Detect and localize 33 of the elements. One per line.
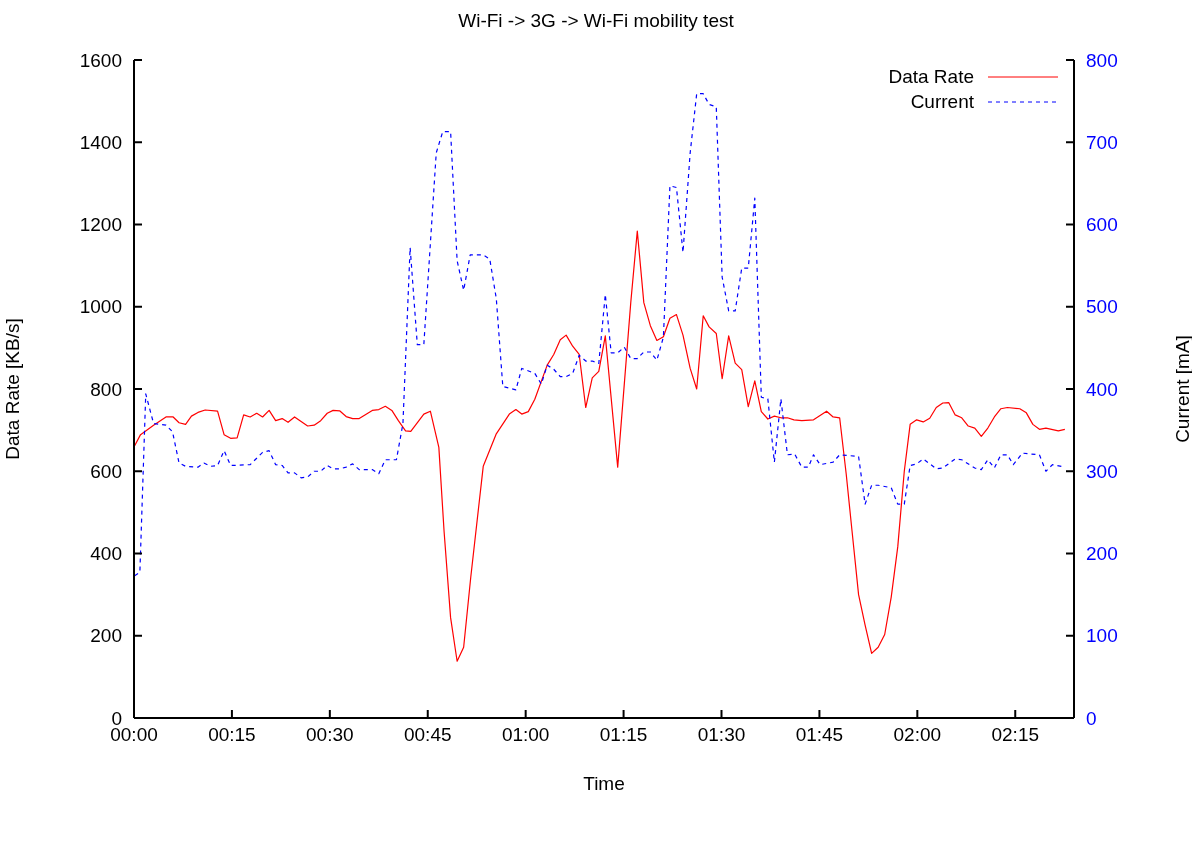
x-tick-label: 01:45 — [795, 724, 844, 746]
y-tick-label: 800 — [90, 378, 122, 400]
y-tick-label: 1400 — [79, 131, 122, 153]
legend-label: Data Rate — [888, 65, 974, 89]
y-tick-label: 400 — [90, 543, 122, 565]
chart-title: Wi-Fi -> 3G -> Wi-Fi mobility test — [457, 10, 735, 32]
x-tick-label: 00:15 — [208, 724, 256, 746]
y2-tick-label: 400 — [1086, 378, 1118, 400]
x-tick-label: 00:45 — [403, 724, 452, 746]
y2-tick-label: 200 — [1086, 543, 1118, 565]
x-tick-label: 00:30 — [306, 724, 354, 746]
y2-tick-label: 800 — [1086, 49, 1118, 71]
y-axis-title: Data Rate [KB/s] — [1, 318, 23, 460]
y2-tick-label: 700 — [1086, 131, 1118, 153]
legend-label: Current — [910, 90, 974, 114]
y2-tick-label: 100 — [1086, 625, 1118, 647]
y2-tick-label: 300 — [1086, 460, 1118, 482]
x-axis-title: Time — [583, 773, 625, 794]
x-tick-label: 02:15 — [991, 724, 1040, 746]
y2-tick-label: 0 — [1086, 707, 1097, 729]
y-tick-label: 1600 — [79, 49, 122, 71]
y2-axis-title: Current [mA] — [1171, 335, 1192, 443]
y2-tick-label: 600 — [1086, 214, 1118, 236]
y2-tick-label: 500 — [1086, 296, 1118, 318]
x-tick-label: 01:30 — [697, 724, 746, 746]
x-tick-label: 02:00 — [893, 724, 942, 746]
y-tick-label: 1200 — [79, 214, 122, 236]
y-tick-label: 600 — [90, 460, 122, 482]
line-series — [134, 230, 1066, 662]
x-tick-label: 01:00 — [501, 724, 550, 746]
y-tick-label: 200 — [90, 625, 122, 647]
y-tick-label: 1000 — [79, 296, 122, 318]
x-tick-label: 01:15 — [599, 724, 648, 746]
